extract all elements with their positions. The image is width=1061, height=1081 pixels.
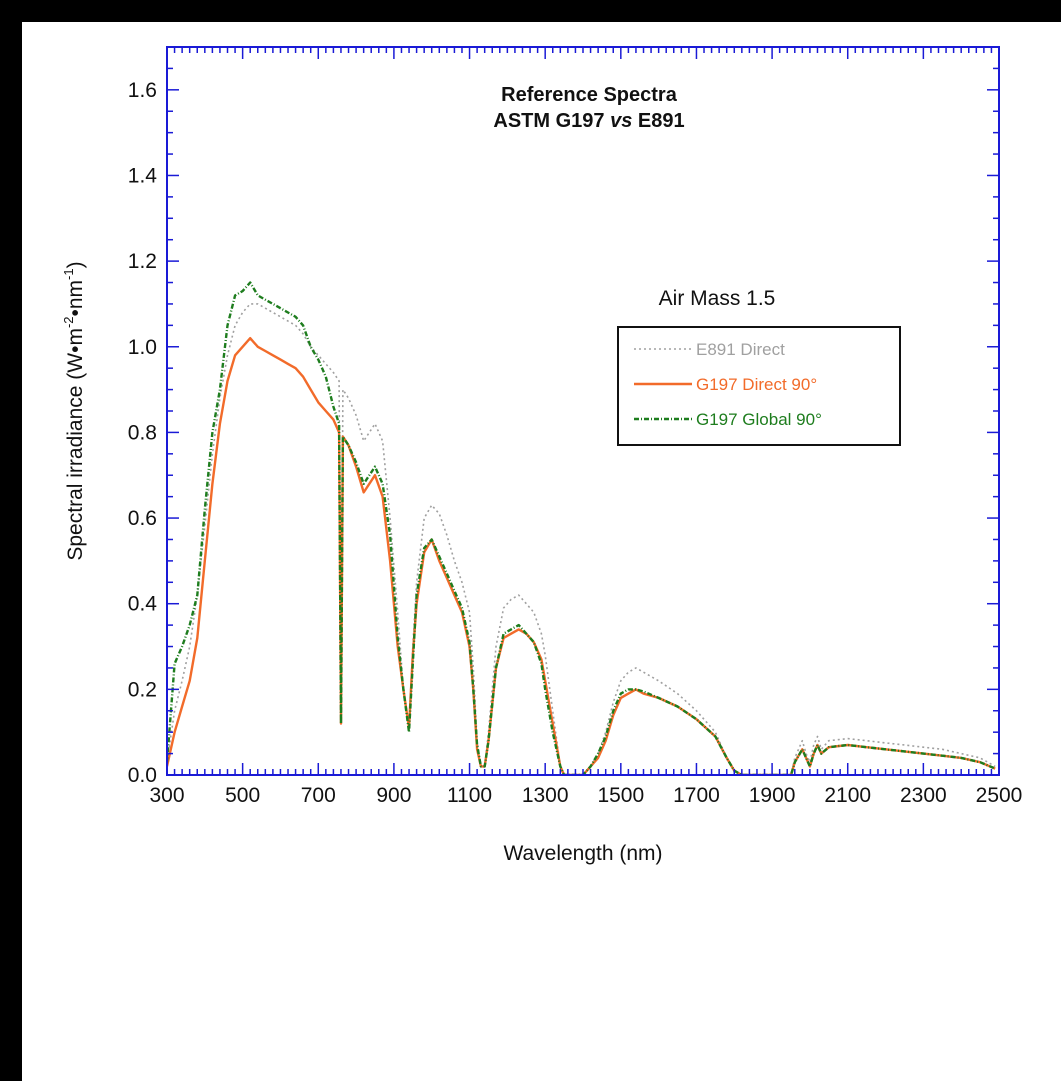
y-tick-label: 0.8 (128, 421, 157, 444)
x-tick-label: 2500 (976, 784, 1023, 807)
plot-frame (166, 46, 1000, 776)
chart-text: 300 500 700 900 1100 1300 1500 1700 1900 2100 2300… (61, 79, 1022, 865)
legend-box (617, 326, 901, 446)
chart-figure: 300 500 700 900 1100 1300 1500 1700 1900 2100 2300… (22, 22, 1061, 1081)
x-tick-label: 1300 (522, 784, 569, 807)
x-tick-label: 2300 (900, 784, 947, 807)
x-tick-label: 1900 (749, 784, 796, 807)
y-tick-label: 0.4 (128, 593, 158, 616)
x-tick-label: 1100 (447, 784, 492, 807)
legend-label-3: G197 Global 90° (696, 410, 822, 429)
spectral-irradiance-chart: 300 500 700 900 1100 1300 1500 1700 1900 2100 2300… (61, 46, 1022, 865)
y-tick-label: 0.0 (128, 764, 157, 787)
y-tick-label: 0.2 (128, 678, 157, 701)
x-tick-label: 1700 (673, 784, 720, 807)
y-tick-label: 1.4 (128, 164, 158, 187)
y-axis-label: Spectral irradiance (W•m-2•nm-1) (61, 261, 87, 560)
series-line-2 (167, 337, 996, 775)
x-tick-label: 700 (301, 784, 336, 807)
series-layer (167, 281, 996, 775)
x-axis-label: Wavelength (nm) (503, 842, 662, 865)
legend: Air Mass 1.5 E891 Direct G197 Direct 90° G1… (617, 287, 901, 446)
chart-subtitle: ASTM G197 vs E891 (493, 110, 684, 132)
y-tick-label: 0.6 (128, 507, 157, 530)
x-tick-label: 2100 (824, 784, 871, 807)
legend-label-2: G197 Direct 90° (696, 375, 817, 394)
chart-title: Reference Spectra (501, 84, 678, 106)
x-tick-label: 300 (149, 784, 184, 807)
y-tick-label: 1.0 (128, 336, 157, 359)
legend-label-1: E891 Direct (696, 340, 785, 359)
x-tick-label: 900 (376, 784, 411, 807)
x-tick-label: 1500 (597, 784, 644, 807)
y-tick-label: 1.2 (128, 250, 157, 273)
x-tick-label: 500 (225, 784, 260, 807)
legend-title: Air Mass 1.5 (659, 287, 776, 310)
y-tick-label: 1.6 (128, 79, 157, 102)
